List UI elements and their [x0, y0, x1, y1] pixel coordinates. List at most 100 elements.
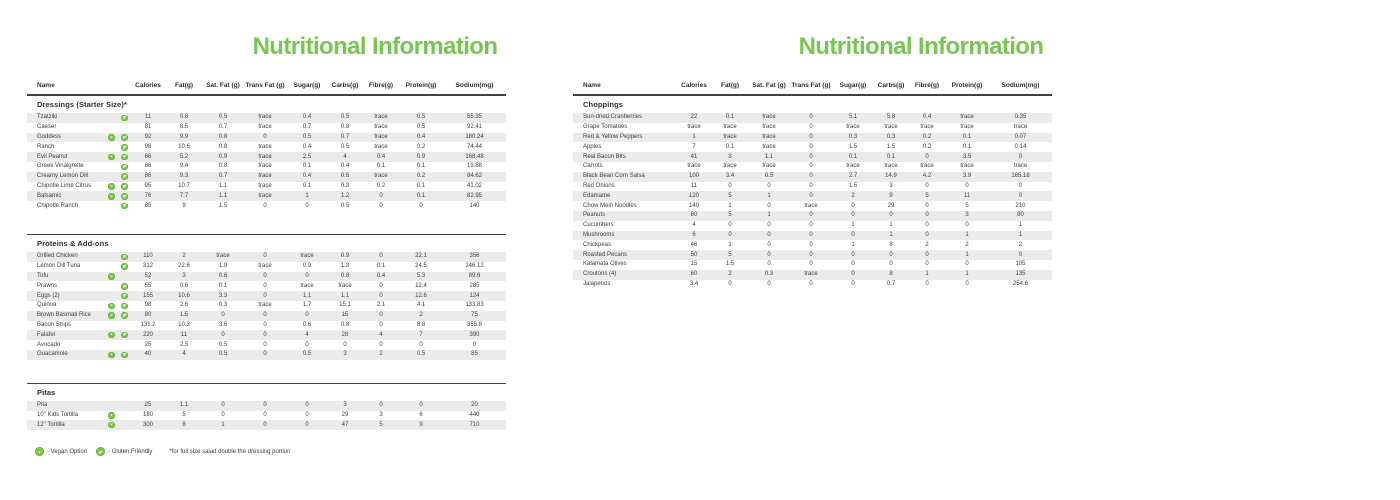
table-row: Chipotle Ranch gf 85 9 1.5 0 0 0.5 0 0 140 — [27, 201, 506, 211]
row-name: Carrots — [583, 163, 603, 170]
nutrient-value: 0 — [809, 143, 813, 150]
vegan-icon-slot — [651, 191, 664, 201]
table-row: Chipotle Lime Citrus v gf 95 10.7 1.1 trace 0.1… — [27, 182, 506, 192]
vegan-icon-slot — [105, 401, 118, 411]
nutrient-value: 22.6 — [178, 263, 190, 270]
nutrient-value: trace — [258, 263, 272, 270]
nutrient-value: 8.8 — [416, 321, 426, 328]
nutrient-value: 10.6 — [178, 143, 190, 150]
row-name: Brown Basmati Rice — [37, 312, 92, 319]
nutrient-value: 11 — [144, 114, 152, 121]
table-row: Guacamole v gf 40 4 0.5 0 0.5 3 2 0.5 85 — [27, 349, 506, 360]
nutrient-value: 98 — [144, 302, 152, 309]
nutrient-value: 0 — [925, 251, 929, 258]
nutrient-value: 1.3 — [340, 263, 350, 270]
nutrient-value: 0.1 — [725, 143, 735, 150]
gluten-friendly-icon-slot: gf — [118, 152, 131, 162]
nutrient-value: 4.1 — [416, 302, 426, 309]
table-row: Roasted Pecans 50 5 0 0 0 0 0 1 0 — [573, 250, 1052, 260]
vegan-icon-slot — [105, 291, 118, 301]
nutrient-value: 3 — [965, 212, 969, 219]
nutrient-value: 165.18 — [1011, 173, 1030, 180]
nutrient-value: 0.2 — [922, 133, 932, 140]
nutrient-value: 0 — [809, 173, 813, 180]
nutrient-value: 86 — [144, 173, 152, 180]
nutrient-value: trace — [762, 133, 776, 140]
nutrient-value: 0 — [379, 341, 383, 348]
vegan-icon-slot — [105, 252, 118, 262]
nutrient-value: 0 — [809, 133, 813, 140]
row-name: Grilled Chicken — [37, 253, 78, 260]
nutrient-value: 4.2 — [922, 173, 932, 180]
nutrient-value: 0 — [889, 251, 893, 258]
nutrient-value: 0 — [889, 212, 893, 219]
gluten-friendly-icon-slot: gf — [118, 172, 131, 182]
nutrient-value: 3.6 — [218, 321, 228, 328]
nutrient-value: trace — [723, 133, 737, 140]
nutrient-value: 1 — [692, 133, 696, 140]
nutrient-value: 0.5 — [340, 202, 350, 209]
gluten-friendly-icon-slot: gf — [118, 311, 131, 321]
nutrient-value: 8.5 — [179, 124, 189, 131]
vegan-icon-slot — [651, 162, 664, 172]
vegan-icon: v — [108, 331, 115, 339]
nutrient-value: 81 — [144, 124, 152, 131]
nutrient-value: 0 — [767, 231, 771, 238]
column-header: Sugar(g) — [293, 81, 321, 89]
nutrient-value: trace — [374, 114, 388, 121]
nutrient-value: 0 — [1018, 192, 1023, 199]
nutrient-value: 0.1 — [886, 153, 896, 160]
nutrient-value: 6 — [419, 411, 423, 418]
nutrient-value: 1 — [925, 271, 929, 278]
nutrient-value: 1.5 — [218, 202, 228, 209]
page-title: Nutritional Information — [798, 33, 1044, 60]
nutrient-value: 9.3 — [179, 173, 189, 180]
row-name: Quinoa — [37, 302, 57, 309]
vegan-icon-slot — [651, 250, 664, 260]
nutrient-value: 0.6 — [179, 282, 189, 289]
nutrient-value: 0 — [305, 202, 309, 209]
vegan-icon-slot — [105, 321, 118, 331]
nutrient-value: 11 — [180, 331, 188, 338]
nutrient-value: trace — [960, 124, 974, 131]
nutrient-value: 0 — [925, 202, 929, 209]
nutrient-value: 60 — [690, 212, 698, 219]
table-row: Kalamata Olives 15 1.5 0 0 0 0 0 0 105 — [573, 260, 1052, 270]
gluten-friendly-icon: gf — [121, 183, 128, 190]
nutrient-value: 0 — [419, 341, 423, 348]
nutrient-value: trace — [374, 173, 388, 180]
gluten-friendly-icon-slot — [664, 162, 677, 172]
gluten-friendly-icon-slot — [118, 420, 131, 430]
gluten-friendly-icon-slot — [118, 321, 131, 331]
nutrient-value: 0 — [809, 261, 813, 268]
table-row: Peanuts 60 5 1 0 0 0 0 3 80 — [573, 210, 1052, 221]
table-row: Sun-dried Cranberries 22 0.1 trace 0 5.1 5.8 0.… — [573, 113, 1052, 123]
nutrient-value: 1.1 — [302, 292, 312, 299]
nutrient-value: 1.1 — [764, 153, 774, 160]
nutrient-value: 0.9 — [340, 253, 350, 260]
gluten-friendly-icon-slot — [118, 401, 131, 411]
nutrient-value: 0 — [419, 202, 423, 209]
gluten-friendly-icon: gf — [121, 312, 128, 319]
column-header: Trans Fat (g) — [791, 81, 831, 89]
nutrient-value: 0.1 — [376, 263, 386, 270]
nutrient-value: 1.1 — [179, 402, 189, 409]
nutrient-value: 2.6 — [179, 302, 189, 309]
table-row: Jalapenos 3.4 0 0 0 0 0.7 0 0 254.6 — [573, 280, 1052, 290]
nutrient-value: 0 — [263, 331, 267, 338]
gluten-friendly-icon-slot: gf — [118, 350, 131, 360]
table-row: Creamy Lemon Dill gf 86 9.3 0.7 trace 0.4 0.6 tr… — [27, 171, 506, 182]
gluten-friendly-icon-slot: gf — [118, 201, 131, 211]
nutrient-value: 3 — [343, 402, 347, 409]
nutrient-value: 0.8 — [218, 133, 228, 140]
table-row: Tzatziki gf 11 0.8 0.5 trace 0.4 0.5 trace 0.5 55.… — [27, 113, 506, 123]
nutrient-value: 0.3 — [886, 133, 896, 140]
nutrient-value: 66 — [144, 153, 152, 160]
gluten-friendly-icon: gf — [121, 302, 128, 310]
nutrient-value: 2 — [965, 241, 969, 248]
row-name: Goddess — [37, 133, 62, 140]
section-divider — [27, 382, 506, 384]
column-header: Fat(g) — [174, 81, 194, 89]
nutrient-value: 92 — [144, 133, 152, 140]
nutrient-value: 86 — [144, 163, 152, 170]
